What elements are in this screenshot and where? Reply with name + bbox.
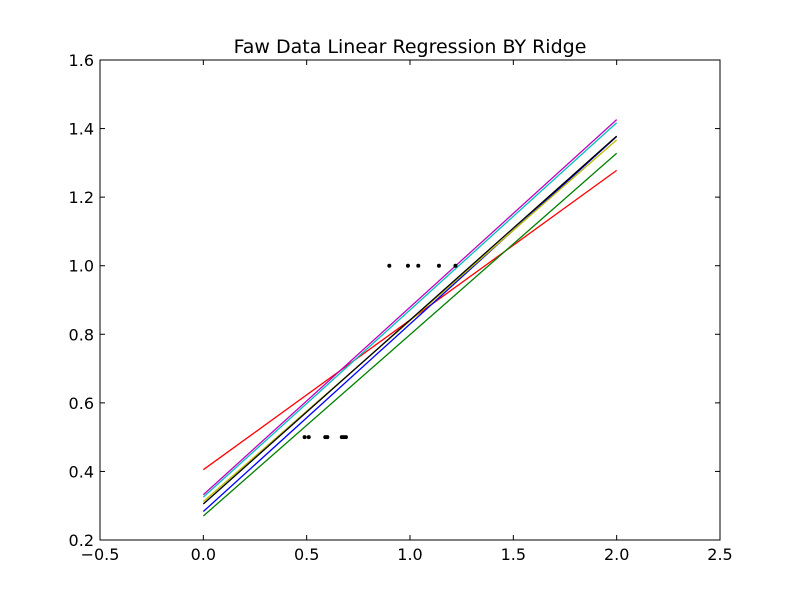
y-tick-label: 1.6 bbox=[69, 51, 94, 70]
x-tick-label: 0.5 bbox=[294, 545, 319, 564]
y-tick-label: 1.2 bbox=[69, 188, 94, 207]
y-tick-label: 0.6 bbox=[69, 394, 94, 413]
regression-line-2 bbox=[202, 152, 618, 517]
regression-line-7 bbox=[202, 119, 618, 496]
x-tick-label: 0.0 bbox=[191, 545, 216, 564]
data-point bbox=[416, 263, 421, 268]
y-tick-label: 0.2 bbox=[69, 531, 94, 550]
data-point bbox=[343, 435, 348, 440]
regression-line-6 bbox=[202, 122, 618, 498]
x-tick-label: 1.5 bbox=[501, 545, 526, 564]
x-tick-label: 2.0 bbox=[604, 545, 629, 564]
data-point bbox=[453, 263, 458, 268]
x-tick-label: −0.5 bbox=[81, 545, 120, 564]
regression-line-5 bbox=[202, 135, 618, 505]
axis-ticks: −0.5 0.0 0.5 1.0 1.5 2.0 2.5 0.2 0.4 0.6 0.8 1.0 1.2… bbox=[69, 51, 733, 564]
data-point bbox=[436, 263, 441, 268]
data-point bbox=[325, 435, 330, 440]
y-tick-label: 1.4 bbox=[69, 120, 94, 139]
regression-line-3 bbox=[202, 135, 618, 513]
y-tick-label: 0.4 bbox=[69, 462, 94, 481]
plot-area bbox=[202, 119, 618, 517]
data-point bbox=[302, 435, 307, 440]
data-point bbox=[405, 263, 410, 268]
data-point bbox=[306, 435, 311, 440]
chart-title: Faw Data Linear Regression BY Ridge bbox=[234, 36, 587, 58]
y-tick-label: 1.0 bbox=[69, 257, 94, 276]
x-tick-label: 1.0 bbox=[397, 545, 422, 564]
x-tick-label: 2.5 bbox=[707, 545, 732, 564]
data-point bbox=[387, 263, 392, 268]
y-tick-label: 0.8 bbox=[69, 325, 94, 344]
